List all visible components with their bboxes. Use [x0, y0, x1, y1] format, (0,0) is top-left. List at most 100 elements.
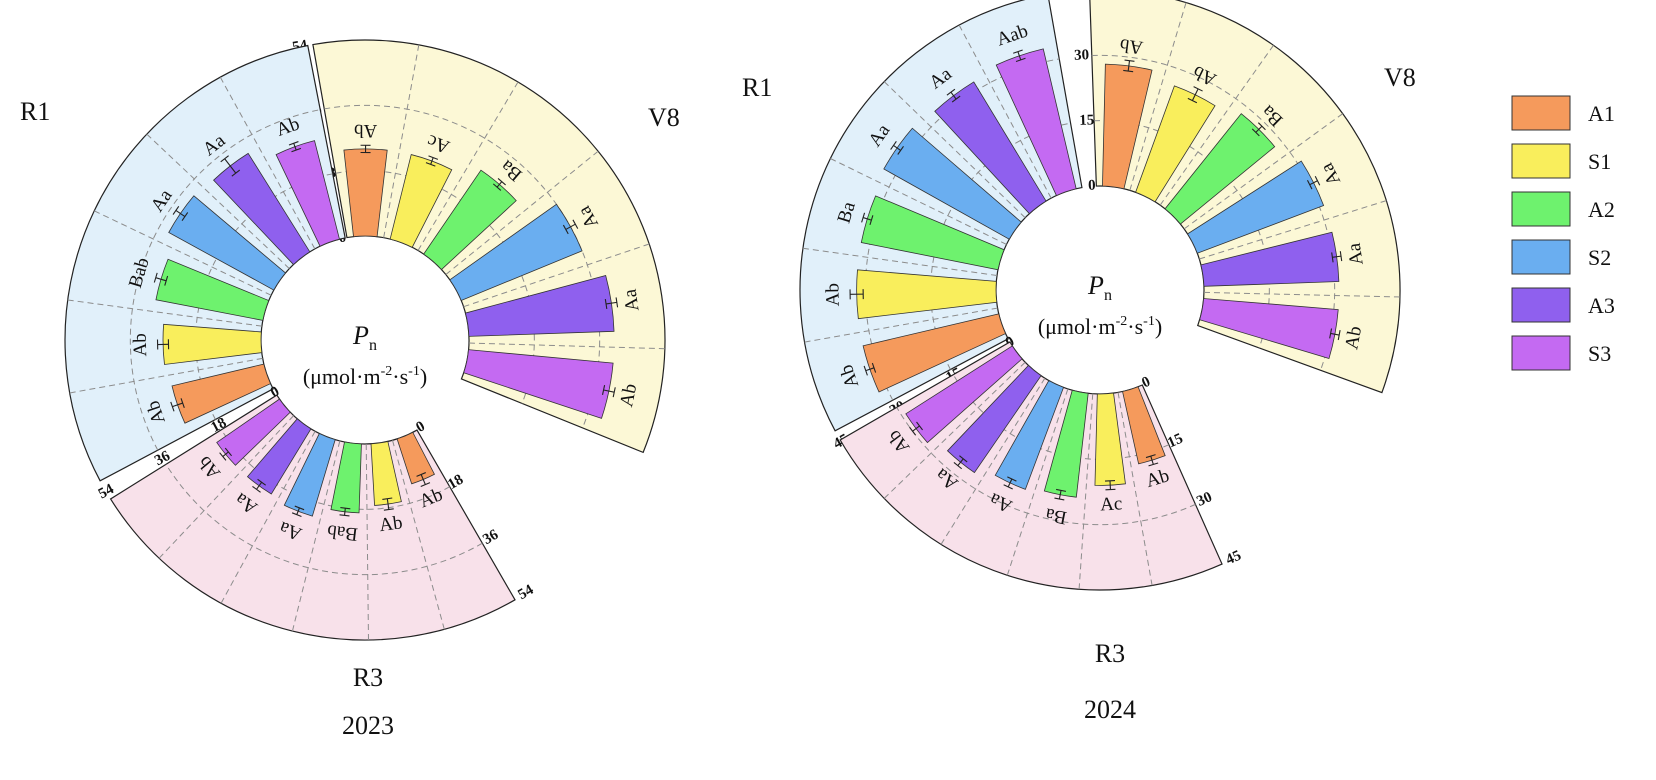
bar-2023-r1-s2 — [168, 195, 287, 291]
legend-label-a3: A3 — [1588, 293, 1615, 318]
grid-radial-2024-r3-3 — [1006, 388, 1069, 576]
grid-radial-2023-r3-4 — [220, 431, 316, 604]
bar-2023-v8-s3 — [463, 349, 614, 419]
grid-radial-2023-r3-5 — [158, 415, 294, 559]
sector-2023-v8 — [312, 39, 666, 454]
bar-2024-r3-s3 — [905, 345, 1023, 444]
bar-2024-r1-s3 — [995, 48, 1077, 197]
legend-swatch-s3 — [1511, 335, 1571, 371]
bar-2023-v8-s2 — [449, 203, 583, 302]
error-bar-2024-v8-a2 — [1251, 122, 1266, 137]
bar-2024-r3-a2 — [1043, 389, 1089, 498]
grid-radial-2024-r3-2 — [1078, 393, 1094, 590]
bar-2024-r3-s2 — [994, 379, 1065, 490]
stage-label-2024-r3: R3 — [1095, 639, 1125, 668]
sig-label-2024-v8-a1: Ab — [1119, 34, 1145, 58]
center-unit-2023: (μmol·m-2·s-1) — [303, 364, 427, 389]
grid-arc-2023-v8-2 — [324, 104, 601, 429]
grid-radial-2024-v8-3 — [1183, 113, 1343, 230]
grid-radial-2023-r1-4 — [146, 133, 290, 269]
bar-2023-r3-s3 — [216, 398, 291, 466]
error-bar-2023-r1-s3 — [288, 141, 302, 153]
grid-radial-2023-v8-1 — [383, 44, 420, 238]
tick-label-2024-r3-3: 45 — [1224, 548, 1244, 569]
error-bar-2024-r3-a2 — [1054, 488, 1067, 501]
sig-label-2023-v8-a3: Aa — [619, 287, 643, 313]
tick-label-2024-r3-2: 30 — [1194, 489, 1214, 510]
legend-item-s2: S2 — [1511, 239, 1611, 275]
error-bar-2023-r1-a3 — [220, 155, 241, 177]
legend-label-s2: S2 — [1588, 245, 1611, 270]
sig-label-2024-v8-s3: Ab — [1341, 324, 1366, 351]
sig-label-2024-v8-a3: Aa — [1344, 241, 1368, 266]
bar-2024-r1-a2 — [860, 195, 1005, 271]
bar-2024-v8-a1 — [1102, 63, 1153, 190]
error-bar-2023-r3-a1 — [416, 472, 431, 487]
sig-label-2023-v8-s3: Ab — [616, 382, 641, 409]
stage-label-2023-r3: R3 — [353, 663, 383, 692]
year-label-2023: 2023 — [342, 711, 394, 740]
bar-2024-r1-s2 — [883, 127, 1022, 240]
tick-label-2024-r3-1: 15 — [1165, 431, 1185, 452]
bar-2023-r3-a2 — [330, 441, 362, 514]
polar-chart-2023: AbAcBaAaAaAb0183654AbAbBabAaAaAb0183654A… — [64, 37, 666, 641]
bar-2024-r3-s1 — [1094, 392, 1126, 486]
bar-2023-r1-a3 — [213, 152, 311, 266]
grid-radial-2023-v8-5 — [468, 342, 665, 350]
stage-label-2023-r1: R1 — [20, 97, 50, 126]
error-bar-2023-r3-a2 — [339, 507, 351, 517]
sig-label-2024-r1-s1: Ab — [822, 283, 843, 307]
sig-label-2024-r3-s1: Ac — [1100, 493, 1123, 515]
error-bar-2024-r1-a1 — [863, 362, 877, 376]
bar-2024-r3-a3 — [946, 364, 1042, 474]
error-bar-2024-v8-s1 — [1187, 86, 1203, 104]
error-bar-2024-r1-s3 — [1013, 49, 1026, 63]
legend-swatch-s1 — [1511, 143, 1571, 179]
grid-radial-2023-r1-5 — [219, 76, 316, 250]
grid-radial-2023-v8-4 — [463, 243, 650, 308]
polar-chart-2024: AbAbBaAaAaAb0153045AbAbBaAaAaAab0153045A… — [799, 0, 1401, 591]
error-bar-2023-r3-a3 — [252, 478, 266, 493]
tick-label-2024-v8-0: 0 — [1088, 178, 1096, 194]
legend-swatch-a3 — [1511, 287, 1571, 323]
error-bar-2023-r3-s2 — [291, 505, 305, 517]
stage-label-2024-v8: V8 — [1384, 63, 1416, 92]
error-bar-2023-v8-a1 — [360, 144, 371, 154]
error-bar-2023-v8-a3 — [604, 297, 619, 309]
grid-arc-2023-r3-1 — [220, 429, 450, 510]
error-bar-2023-r1-a1 — [170, 398, 185, 412]
legend-item-s3: S3 — [1511, 335, 1611, 371]
tick-label-2023-r3-3: 54 — [515, 582, 536, 604]
bar-2023-v8-s1 — [389, 154, 453, 248]
bar-2024-v8-s3 — [1199, 298, 1339, 359]
grid-radial-2023-r3-2 — [365, 443, 369, 640]
bar-2024-v8-s2 — [1187, 160, 1325, 254]
stage-label-2024-r1: R1 — [742, 73, 772, 102]
grid-radial-2024-r3-1 — [1117, 392, 1153, 586]
sig-label-2023-v8-a1: Ab — [354, 120, 377, 141]
bar-2024-r1-s1 — [856, 269, 998, 320]
legend-swatch-s2 — [1511, 239, 1571, 275]
grid-radial-2024-r1-5 — [958, 24, 1052, 199]
legend-label-a2: A2 — [1588, 197, 1615, 222]
error-bar-2024-v8-s3 — [1329, 328, 1341, 341]
grid-arc-2023-r1-2 — [129, 109, 321, 451]
grid-radial-2024-r3-5 — [883, 361, 1026, 499]
bar-2023-r3-s1 — [370, 440, 402, 506]
tick-label-2023-r3-1: 18 — [445, 472, 466, 493]
legend-item-a3: A3 — [1511, 287, 1615, 323]
grid-radial-2023-v8-3 — [445, 150, 599, 275]
grid-arc-2023-r1-1 — [195, 173, 333, 420]
tick-label-2023-r1-3: 54 — [96, 481, 117, 502]
grid-radial-2023-r1-3 — [94, 210, 272, 296]
error-bar-2023-v8-s2 — [562, 219, 579, 235]
bar-2023-r3-a1 — [396, 431, 436, 485]
bar-2023-r1-a2 — [155, 258, 270, 321]
bar-2024-r1-a1 — [862, 313, 1007, 393]
error-bar-2023-v8-s3 — [601, 384, 616, 398]
bar-2023-r3-a3 — [246, 418, 312, 495]
error-bar-2024-v8-a3 — [1331, 251, 1343, 263]
bar-2024-r3-a1 — [1122, 386, 1166, 465]
center-unit-2024: (μmol·m-2·s-1) — [1038, 314, 1162, 339]
